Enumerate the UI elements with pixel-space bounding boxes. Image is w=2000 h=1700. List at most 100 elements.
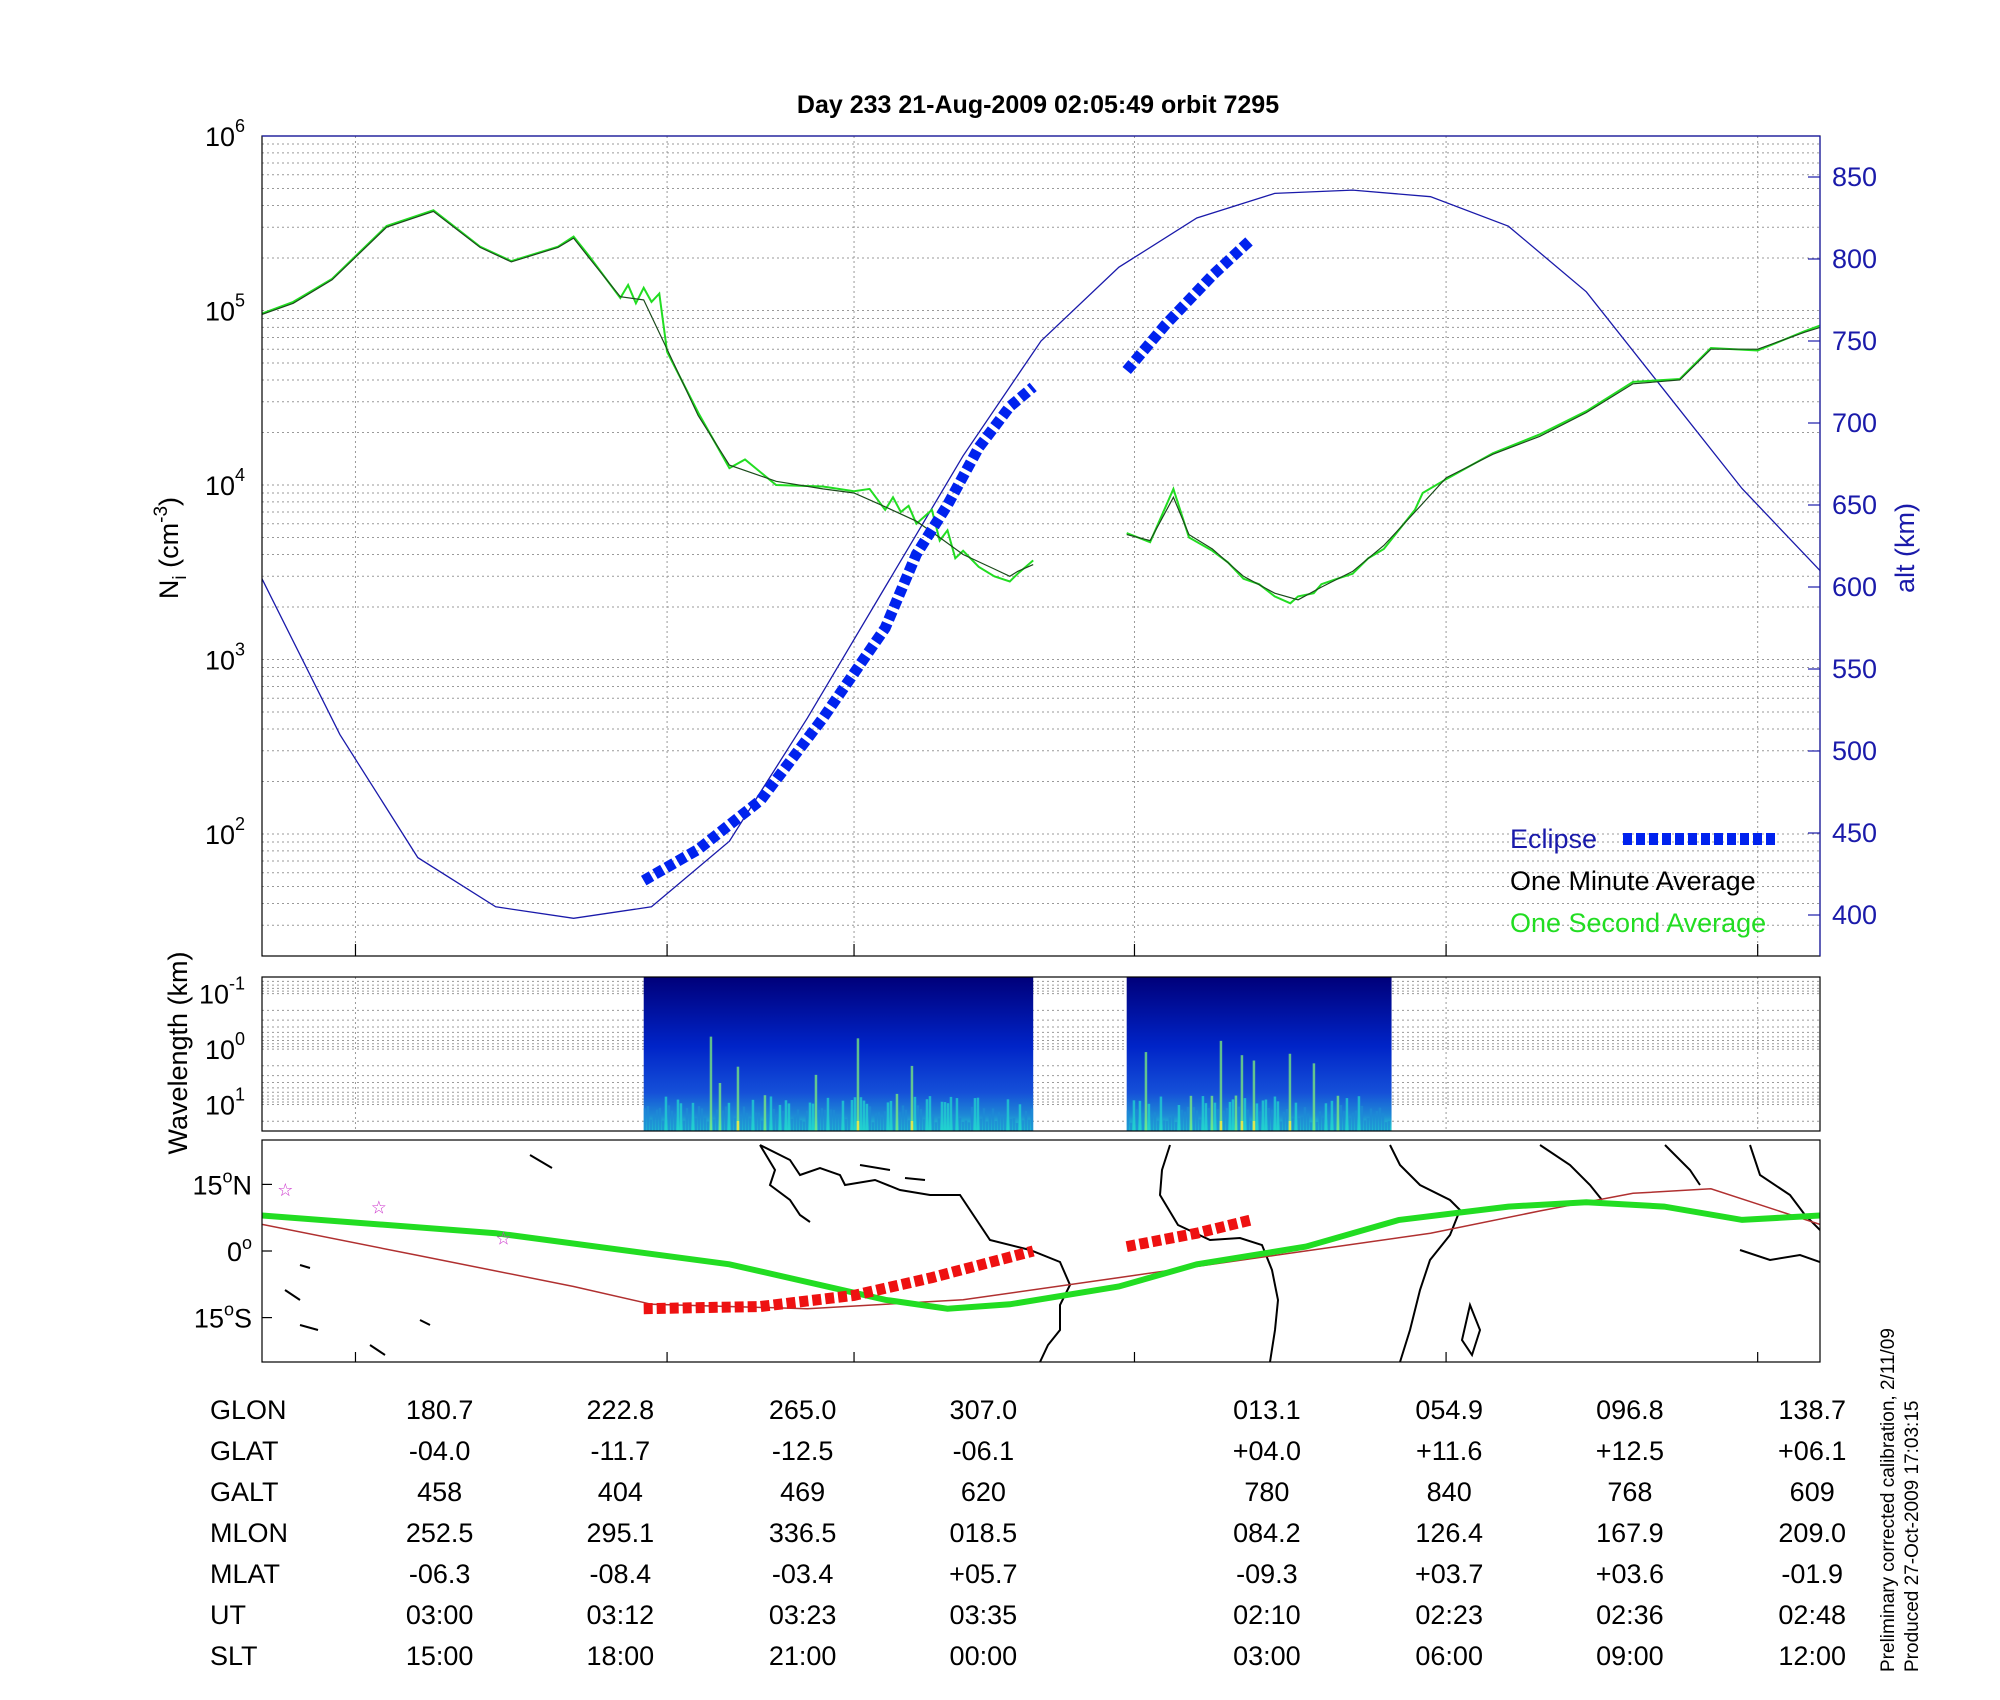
spectrogram-column — [1000, 1116, 1004, 1131]
spectrogram-column — [982, 1108, 986, 1131]
spectrogram-column — [1150, 1114, 1154, 1131]
right-tick-label: 800 — [1832, 244, 1877, 274]
right-tick-label: 700 — [1832, 408, 1877, 438]
map-tick-label-value: 15 — [194, 1304, 224, 1334]
spectrogram-column — [844, 1119, 848, 1131]
spectrogram-column — [1219, 1040, 1223, 1131]
spectrogram-block — [643, 977, 1034, 1131]
spectrogram-column — [1012, 1118, 1016, 1131]
top-panel-background — [262, 136, 1820, 956]
spectrogram-column — [1351, 1112, 1355, 1131]
spectrogram-column — [859, 1097, 863, 1131]
spectrogram-column — [1171, 1113, 1175, 1131]
spectrogram-tick-label-base: 10 — [199, 980, 229, 1010]
spectrogram-column — [778, 1104, 782, 1131]
spectrogram-column — [820, 1108, 824, 1131]
coastline-arabia — [1539, 1144, 1603, 1201]
spectrogram-column — [679, 1103, 683, 1131]
spectrogram-column — [946, 1103, 950, 1131]
spectrogram-column — [1231, 1099, 1235, 1131]
eclipse-line — [640, 382, 1037, 886]
one-second-line — [261, 209, 1034, 583]
spectrogram-column — [1366, 1118, 1370, 1131]
spectrogram-column — [1309, 1122, 1313, 1131]
coastline-india — [1664, 1144, 1701, 1186]
calibration-note: Preliminary corrected calibration, 2/11/… — [1878, 1328, 1899, 1672]
spectrogram-column — [901, 1105, 905, 1131]
spectrogram-column — [847, 1114, 851, 1131]
spectrogram-column — [1342, 1111, 1346, 1131]
spectrogram-column — [808, 1102, 812, 1131]
spectrogram-column — [883, 1111, 887, 1131]
spectrogram-column — [853, 1097, 857, 1131]
spectrogram-block — [1126, 977, 1392, 1131]
spectrogram-column — [1228, 1101, 1232, 1131]
left-axis-label-unit: (cm — [154, 523, 184, 575]
map-background — [262, 1140, 1820, 1362]
spectrogram-column — [742, 1106, 746, 1131]
spectrogram-column — [1354, 1110, 1358, 1131]
right-tick-label: 600 — [1832, 572, 1877, 602]
right-tick-label: 650 — [1832, 490, 1877, 520]
spectrogram-column — [970, 1106, 974, 1131]
spectrogram-column — [691, 1102, 695, 1131]
spectrogram-column — [829, 1109, 833, 1131]
spectrogram-column — [721, 1110, 725, 1131]
spectrogram-column — [1264, 1099, 1268, 1131]
coastline-indonesia — [1739, 1249, 1820, 1263]
spectrogram-hot-column — [856, 1121, 860, 1131]
spectrogram-column — [994, 1121, 998, 1131]
legend-eclipse-label: Eclipse — [1510, 824, 1597, 854]
spectrogram-column — [1222, 1110, 1226, 1131]
spectrogram-column — [997, 1112, 1001, 1131]
spectrogram-column — [958, 1117, 962, 1131]
spectrogram-column — [1126, 1110, 1130, 1131]
spectrogram-column — [733, 1117, 737, 1131]
spectrogram-column — [1336, 1095, 1340, 1131]
spectrogram-column — [871, 1122, 875, 1131]
spectrogram-column — [1156, 1120, 1160, 1131]
spectrogram-column — [649, 1119, 653, 1131]
spectrogram-column — [685, 1108, 689, 1131]
spectrogram-column — [964, 1120, 968, 1131]
spectrogram-column — [1027, 1119, 1031, 1131]
spectrogram-column — [1291, 1118, 1295, 1131]
spectrogram-column — [652, 1115, 656, 1131]
left-tick-label-exponent: 6 — [235, 116, 245, 136]
right-tick-labels: 400 450 500 550 600 650 700 750 800 850 — [1832, 162, 1877, 930]
spectrogram-column — [682, 1120, 686, 1131]
coastline-southeast-asia — [1749, 1144, 1820, 1231]
spectrogram-column — [1030, 1108, 1034, 1131]
spectrogram-column — [775, 1115, 779, 1131]
spectrogram-column — [1024, 1110, 1028, 1131]
left-tick-label-exponent: 2 — [235, 814, 245, 834]
spectrogram-column — [985, 1121, 989, 1131]
spectrogram-column — [1348, 1117, 1352, 1131]
spectrogram-frame — [261, 976, 1821, 1132]
spectrogram-hot-column — [1252, 1121, 1256, 1131]
spectrogram-column — [667, 1105, 671, 1131]
spectrogram-column — [1003, 1114, 1007, 1131]
spectrogram-column — [1252, 1060, 1256, 1131]
spectrogram-column — [1129, 1122, 1133, 1131]
spectrogram-column — [967, 1122, 971, 1131]
star-marker: ☆ — [371, 1198, 387, 1219]
spectrogram-column — [1177, 1104, 1181, 1131]
map-tick-label-degree: o — [242, 1233, 252, 1253]
left-axis-label-base: N — [154, 580, 184, 600]
spectrogram-column — [1180, 1109, 1184, 1131]
left-tick-label: 103 — [205, 640, 245, 676]
spectrogram-column — [676, 1099, 680, 1131]
spectrogram-column — [781, 1110, 785, 1131]
spectrogram-column — [1249, 1120, 1253, 1131]
spectrogram-column — [724, 1106, 728, 1131]
chart-title: Day 233 21-Aug-2009 02:05:49 orbit 7295 — [797, 91, 1279, 119]
map-tick-label: 15oN — [192, 1166, 252, 1200]
eclipse-line — [1122, 235, 1256, 375]
spectrogram-column — [1192, 1107, 1196, 1131]
spectrogram-column — [889, 1100, 893, 1131]
